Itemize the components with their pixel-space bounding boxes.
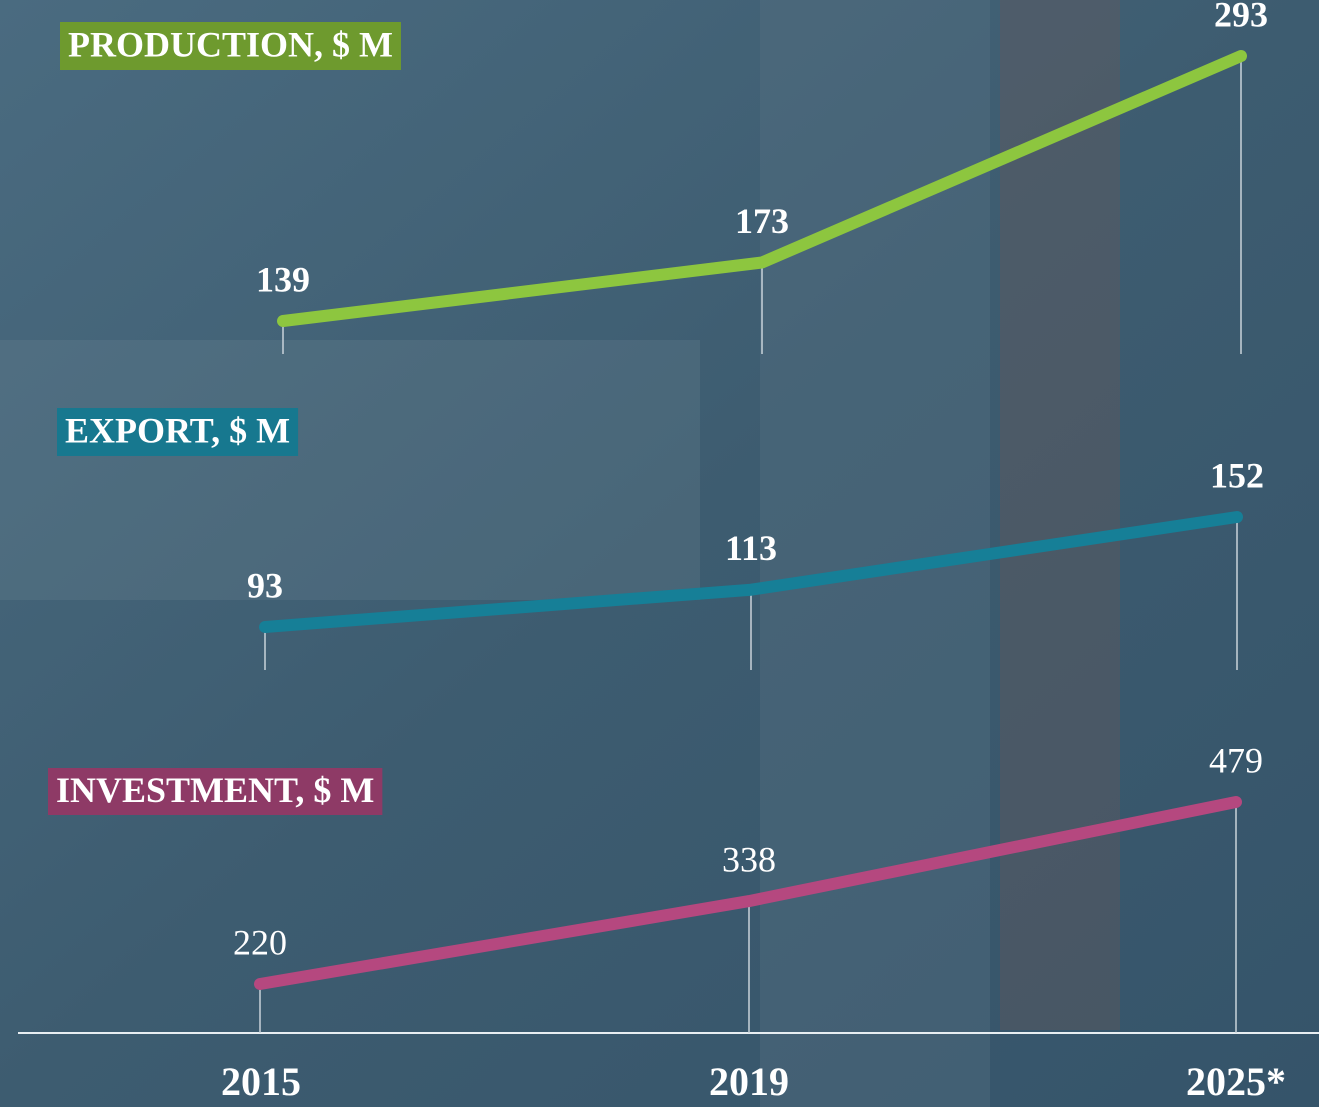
x-tick-label: 2015 [221, 1059, 301, 1104]
value-label: 220 [233, 922, 287, 962]
series-title: INVESTMENT, $ M [56, 770, 374, 810]
background-panel [0, 340, 700, 600]
value-label: 139 [256, 259, 310, 299]
series-title-box [60, 22, 401, 70]
series-title: PRODUCTION, $ M [68, 24, 393, 64]
value-label: 93 [247, 565, 283, 605]
background-panel [1000, 0, 1120, 1030]
series-line [259, 511, 1243, 633]
value-label: 293 [1214, 0, 1268, 34]
value-label: 113 [725, 528, 777, 568]
series-title-box [48, 768, 383, 815]
x-tick-label: 2025* [1186, 1059, 1286, 1104]
value-label: 173 [735, 201, 789, 241]
series-line [254, 796, 1242, 990]
x-tick-label: 2019 [709, 1059, 789, 1104]
series-title-box [57, 408, 299, 456]
series-title: EXPORT, $ M [65, 410, 290, 450]
value-label: 479 [1209, 740, 1263, 780]
value-label: 152 [1210, 455, 1264, 495]
series-line [277, 50, 1247, 327]
value-label: 338 [722, 839, 776, 879]
